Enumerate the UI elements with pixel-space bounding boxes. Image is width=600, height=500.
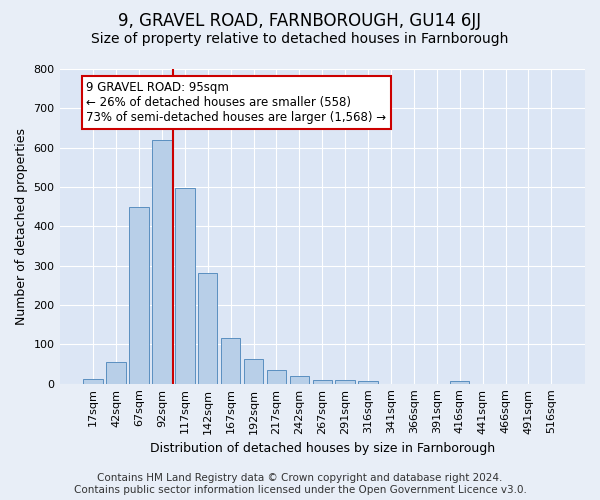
Bar bbox=[244, 360, 263, 384]
Bar bbox=[175, 188, 194, 384]
Bar bbox=[290, 376, 309, 384]
Text: Contains HM Land Registry data © Crown copyright and database right 2024.
Contai: Contains HM Land Registry data © Crown c… bbox=[74, 474, 526, 495]
Bar bbox=[129, 208, 149, 384]
Bar bbox=[313, 380, 332, 384]
Bar bbox=[335, 380, 355, 384]
Y-axis label: Number of detached properties: Number of detached properties bbox=[15, 128, 28, 325]
Bar bbox=[83, 379, 103, 384]
X-axis label: Distribution of detached houses by size in Farnborough: Distribution of detached houses by size … bbox=[150, 442, 495, 455]
Bar bbox=[358, 380, 378, 384]
Bar bbox=[267, 370, 286, 384]
Bar bbox=[198, 273, 217, 384]
Bar bbox=[450, 380, 469, 384]
Text: 9, GRAVEL ROAD, FARNBOROUGH, GU14 6JJ: 9, GRAVEL ROAD, FARNBOROUGH, GU14 6JJ bbox=[118, 12, 482, 30]
Bar bbox=[106, 362, 126, 384]
Text: 9 GRAVEL ROAD: 95sqm
← 26% of detached houses are smaller (558)
73% of semi-deta: 9 GRAVEL ROAD: 95sqm ← 26% of detached h… bbox=[86, 81, 386, 124]
Bar bbox=[152, 140, 172, 384]
Text: Size of property relative to detached houses in Farnborough: Size of property relative to detached ho… bbox=[91, 32, 509, 46]
Bar bbox=[221, 338, 241, 384]
